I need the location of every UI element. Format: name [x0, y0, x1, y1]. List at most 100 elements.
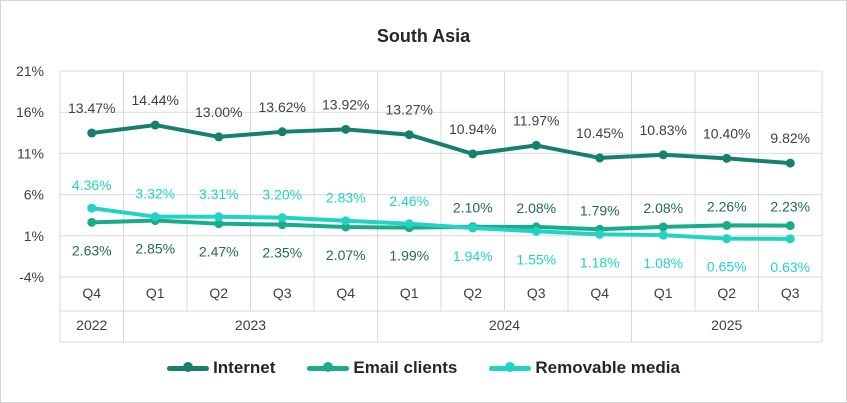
series-layer [87, 120, 795, 244]
data-label: 2.46% [389, 193, 429, 209]
data-point [341, 216, 351, 226]
data-label: 10.83% [640, 122, 687, 138]
grid-layer [59, 70, 823, 343]
data-point [785, 158, 795, 168]
x-tick-label: Q4 [336, 285, 355, 301]
legend-label: Internet [213, 358, 276, 377]
legend-label: Removable media [535, 358, 680, 377]
data-point [214, 212, 224, 222]
data-label: 13.27% [386, 102, 433, 118]
x-tick-label: Q2 [717, 285, 736, 301]
data-label: 13.47% [68, 100, 115, 116]
data-point [658, 222, 668, 232]
year-label: 2022 [76, 317, 107, 333]
chart-title: South Asia [376, 26, 471, 46]
data-point [277, 127, 287, 137]
data-point [150, 120, 160, 130]
legend-swatch [167, 362, 210, 372]
data-label: 10.40% [703, 125, 750, 141]
data-label: 2.35% [262, 245, 302, 261]
data-label: 13.92% [322, 96, 369, 112]
data-label: 3.32% [135, 186, 175, 202]
data-label: 9.82% [770, 130, 810, 146]
data-point [785, 221, 795, 231]
legend: Internet Email clients Removable media [0, 358, 847, 378]
y-tick-label: 11% [17, 145, 44, 161]
data-point [404, 130, 414, 140]
y-tick-label: 21% [16, 63, 44, 79]
series-internet [87, 120, 795, 168]
data-point [87, 128, 97, 138]
y-tick-label: 16% [16, 104, 44, 120]
data-point [595, 153, 605, 163]
x-tick-label: Q2 [209, 285, 228, 301]
data-point [87, 203, 97, 213]
data-label: 2.08% [643, 200, 683, 216]
data-point [277, 220, 287, 230]
data-point [277, 213, 287, 223]
x-tick-label: Q4 [590, 285, 609, 301]
data-point [341, 124, 351, 134]
legend-item: Removable media [489, 358, 680, 378]
x-tick-label: Q1 [654, 285, 673, 301]
y-tick-label: -4% [19, 269, 44, 285]
data-point [531, 140, 541, 150]
data-point [214, 219, 224, 229]
data-label: 1.94% [453, 248, 493, 264]
data-label: 2.10% [453, 200, 493, 216]
data-label: 2.47% [199, 244, 239, 260]
x-tick-label: Q1 [400, 285, 419, 301]
axis-layer: 21% 16% 11% 6% 1% -4% Q4 Q1 Q2 Q3 Q4 Q1 Q2 Q3 Q4 Q1 Q2 Q3… [16, 63, 800, 333]
legend-item: Internet [167, 358, 275, 378]
y-tick-label: 1% [24, 228, 44, 244]
legend-swatch [489, 362, 532, 372]
data-point [658, 150, 668, 160]
data-point [468, 149, 478, 159]
data-label: 1.08% [643, 255, 683, 271]
data-label: 11.97% [513, 112, 559, 128]
data-label: 2.08% [516, 200, 556, 216]
legend-item: Email clients [307, 358, 457, 378]
data-label: 3.20% [262, 187, 302, 203]
x-tick-label: Q3 [273, 285, 292, 301]
data-point [87, 217, 97, 227]
data-point [404, 219, 414, 229]
year-label: 2023 [235, 317, 266, 333]
data-point [785, 234, 795, 244]
x-tick-label: Q1 [146, 285, 165, 301]
series-line [89, 123, 793, 166]
x-tick-label: Q3 [781, 285, 800, 301]
series-line [89, 206, 793, 241]
data-label: 13.00% [195, 104, 242, 120]
data-point [595, 229, 605, 239]
data-label: 13.62% [259, 99, 306, 115]
year-label: 2025 [711, 317, 742, 333]
data-label: 1.18% [580, 254, 620, 270]
series-removable-media [87, 203, 795, 244]
x-tick-label: Q3 [527, 285, 546, 301]
data-label: 10.45% [576, 125, 623, 141]
x-tick-label: Q2 [463, 285, 482, 301]
legend-label: Email clients [353, 358, 458, 377]
data-label: 2.63% [72, 242, 112, 258]
data-point [722, 234, 732, 244]
data-label: 2.07% [326, 247, 366, 263]
data-point [658, 230, 668, 240]
data-label: 3.31% [199, 186, 239, 202]
y-tick-label: 6% [24, 187, 44, 203]
data-label: 2.23% [770, 199, 810, 215]
data-label: 2.26% [707, 198, 747, 214]
data-label: 1.99% [389, 248, 429, 264]
data-label: 2.83% [326, 190, 366, 206]
data-label: 0.65% [707, 259, 747, 275]
data-label-layer: 13.47% 14.44% 13.00% 13.62% 13.92% 13.27% 10.9… [68, 92, 810, 275]
data-point [468, 223, 478, 233]
data-label: 1.55% [516, 251, 556, 267]
data-point [531, 226, 541, 236]
data-point [722, 153, 732, 163]
data-label: 14.44% [132, 92, 179, 108]
data-label: 1.79% [580, 202, 620, 218]
data-point [214, 132, 224, 142]
